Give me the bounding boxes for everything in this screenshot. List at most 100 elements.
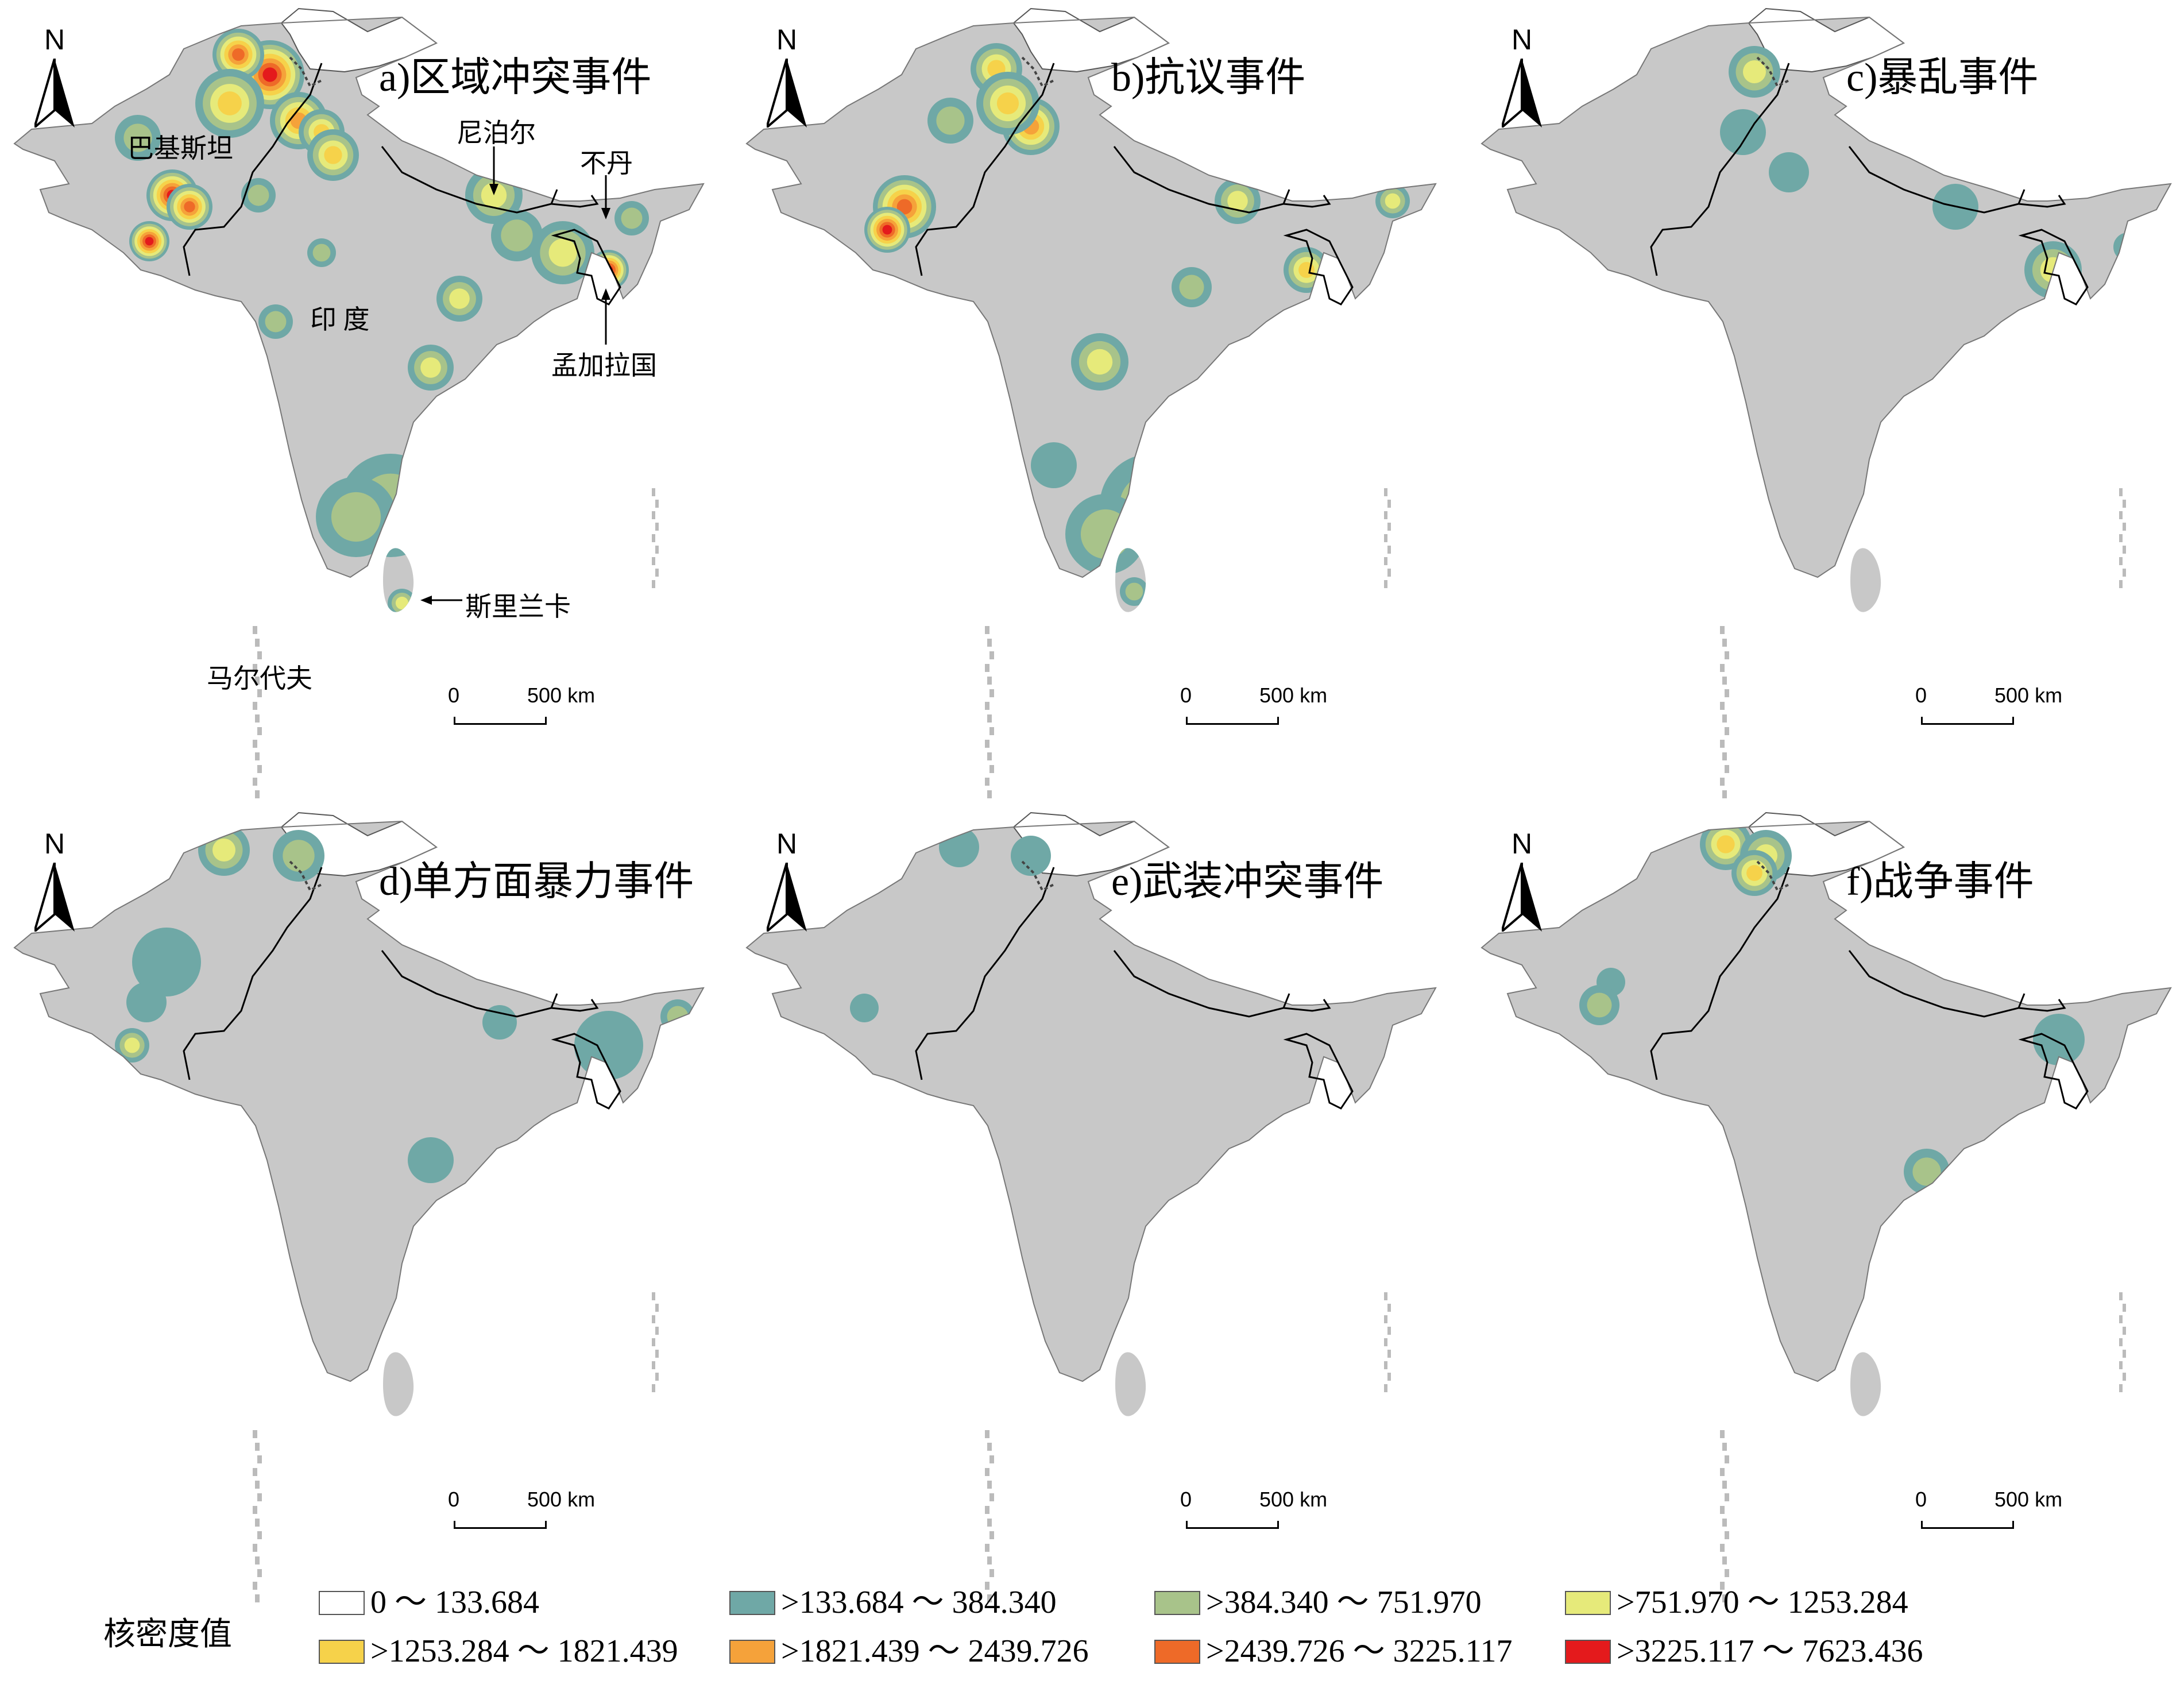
north-letter: N — [44, 828, 65, 860]
legend-label: >1821.439 ～ 2439.726 — [781, 1633, 1089, 1669]
density-hotspot — [1385, 193, 1401, 209]
legend-label: >3225.117 ～ 7623.436 — [1617, 1633, 1923, 1669]
density-hotspot — [1720, 109, 1766, 155]
label-pakistan: 巴基斯坦 — [127, 134, 233, 163]
panel-title: f)战争事件 — [1846, 860, 2034, 904]
country-border — [2018, 195, 2066, 208]
north-letter: N — [1511, 24, 1533, 56]
density-hotspot — [621, 207, 643, 229]
density-hotspot — [449, 288, 470, 309]
legend-label: 0 ～ 133.684 — [370, 1585, 539, 1620]
north-letter: N — [776, 828, 798, 860]
scale-zero: 0 — [1180, 683, 1192, 707]
north-arrow-icon — [1502, 59, 1542, 128]
north-arrow-icon — [767, 863, 807, 932]
south-asia-map — [745, 812, 1437, 1602]
panel-b: N b)抗议事件 0 500 km — [732, 0, 1460, 804]
legend-swatch — [1154, 1640, 1200, 1664]
density-hotspot — [1227, 191, 1248, 211]
south-asia-map — [745, 7, 1437, 798]
density-hotspot — [1179, 275, 1204, 300]
scale-bar: 0 500 km — [1915, 1488, 2070, 1533]
sri-lanka-area — [1850, 1352, 1881, 1416]
country-border — [551, 999, 599, 1012]
density-hotspot — [1912, 1157, 1941, 1186]
line-of-control — [1021, 56, 1054, 88]
legend-label: >384.340 ～ 751.970 — [1206, 1585, 1482, 1620]
scale-line — [1921, 1521, 2014, 1529]
density-hotspot — [283, 840, 315, 872]
density-hotspot — [248, 184, 269, 206]
legend-swatch — [1565, 1640, 1611, 1664]
scale-zero: 0 — [1915, 683, 1927, 707]
country-border — [2018, 1033, 2089, 1110]
density-hotspot — [936, 106, 965, 135]
panel-title: a)区域冲突事件 — [379, 56, 652, 100]
density-hotspot — [1587, 992, 1612, 1018]
panel-f: N f)战争事件 0 500 km — [1467, 804, 2184, 1608]
scale-bar: 0 500 km — [1915, 683, 2070, 729]
coastline — [1481, 16, 2172, 578]
density-hotspot — [1298, 262, 1315, 278]
scale-bar: 0 500 km — [448, 683, 603, 729]
density-hotspot — [482, 1005, 517, 1040]
density-hotspot — [501, 219, 533, 252]
country-border — [2018, 999, 2066, 1012]
legend-swatch — [729, 1640, 775, 1664]
density-hotspot — [1125, 582, 1143, 601]
islands — [1720, 1292, 2126, 1602]
density-hotspot — [324, 146, 342, 164]
density-hotspot — [212, 839, 235, 862]
south-asia-map — [13, 812, 705, 1602]
legend-swatch — [729, 1591, 775, 1615]
country-border — [1283, 999, 1331, 1012]
density-hotspot — [996, 92, 1019, 115]
country-border — [551, 195, 599, 208]
legend-title: 核密度值 — [103, 1617, 232, 1652]
north-arrow: N — [23, 23, 86, 132]
density-hotspot — [1743, 60, 1766, 83]
land-area — [14, 17, 703, 577]
country-border — [183, 63, 323, 276]
scale-line — [454, 717, 547, 725]
scale-bar: 0 500 km — [1180, 1488, 1335, 1533]
south-asia-map — [13, 7, 705, 798]
line-of-control — [1756, 860, 1789, 892]
islands — [253, 1292, 659, 1602]
density-hotspot — [667, 1006, 689, 1027]
density-hotspot — [218, 91, 242, 115]
north-letter: N — [776, 24, 798, 56]
density-hotspot — [1746, 865, 1762, 881]
legend-label: >2439.726 ～ 3225.117 — [1206, 1633, 1513, 1669]
north-arrow: N — [755, 827, 818, 936]
islands — [253, 488, 659, 798]
north-arrow-icon — [767, 59, 807, 128]
scale-distance: 500 km — [1994, 1488, 2063, 1511]
land-area — [747, 17, 1436, 577]
scale-bar: 0 500 km — [1180, 683, 1335, 729]
panel-c: N c)暴乱事件 0 500 km — [1467, 0, 2184, 804]
panel-title: d)单方面暴力事件 — [379, 860, 694, 904]
scale-zero: 0 — [1915, 1488, 1927, 1511]
coastline — [745, 16, 1437, 578]
legend-swatch — [1565, 1591, 1611, 1615]
density-hotspot — [850, 994, 879, 1022]
label-india: 印 度 — [310, 305, 370, 334]
country-border — [915, 63, 1055, 276]
coastline — [13, 16, 705, 578]
country-border — [1283, 1033, 1354, 1110]
coastline — [1481, 820, 2172, 1382]
country-border — [1283, 229, 1354, 306]
panel-e: N e)武装冲突事件 0 500 km — [732, 804, 1460, 1608]
country-border — [551, 1033, 621, 1110]
coastline — [745, 820, 1437, 1382]
density-hotspot — [395, 596, 409, 610]
islands — [985, 1292, 1391, 1602]
country-border — [1650, 63, 1790, 276]
legend-swatch — [1154, 1591, 1200, 1615]
north-arrow: N — [755, 23, 818, 132]
label-sri-lanka: 斯里兰卡 — [465, 592, 571, 621]
density-hotspot — [331, 492, 381, 542]
north-arrow: N — [1490, 827, 1553, 936]
